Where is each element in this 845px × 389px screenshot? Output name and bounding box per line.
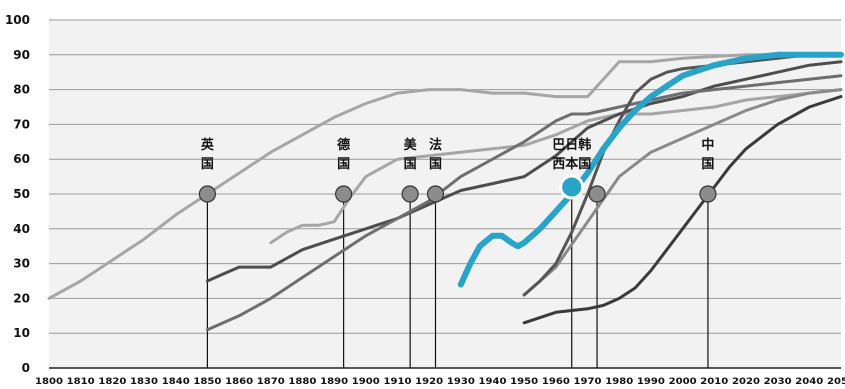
y-tick-label: 60 bbox=[13, 152, 30, 166]
x-tick-label: 1940 bbox=[479, 377, 507, 387]
marker-dot bbox=[588, 185, 606, 203]
x-tick-label: 1980 bbox=[605, 377, 633, 387]
y-tick-label: 30 bbox=[13, 257, 30, 271]
marker-dot bbox=[699, 185, 717, 203]
x-tick-label: 2030 bbox=[764, 377, 792, 387]
marker-label: 国 bbox=[201, 157, 214, 172]
x-tick-label: 1860 bbox=[225, 377, 253, 387]
x-tick-label: 1990 bbox=[637, 377, 665, 387]
marker-dot bbox=[198, 185, 216, 203]
marker-dot bbox=[335, 185, 353, 203]
x-tick-label: 1880 bbox=[288, 377, 316, 387]
x-tick-label: 1850 bbox=[193, 377, 221, 387]
series-line-4 bbox=[205, 74, 843, 332]
x-tick-label: 2050 bbox=[827, 377, 845, 387]
x-tick-label: 1950 bbox=[510, 377, 538, 387]
x-tick-label: 2040 bbox=[795, 377, 823, 387]
x-tick-label: 1820 bbox=[98, 377, 126, 387]
y-tick-label: 10 bbox=[13, 326, 30, 340]
y-tick-label: 100 bbox=[5, 13, 30, 27]
series-line-6 bbox=[522, 53, 843, 297]
x-tick-label: 1830 bbox=[130, 377, 158, 387]
x-tick-label: 2020 bbox=[732, 377, 760, 387]
y-tick-label: 40 bbox=[13, 222, 30, 236]
x-tick-label: 1870 bbox=[257, 377, 285, 387]
y-tick-label: 20 bbox=[13, 291, 30, 305]
x-tick-label: 1930 bbox=[447, 377, 475, 387]
y-tick-label: 50 bbox=[13, 187, 30, 201]
marker-label: 美 bbox=[404, 137, 418, 153]
marker-label: 中 bbox=[701, 137, 714, 153]
marker-label: 国 bbox=[404, 157, 417, 172]
x-tick-label: 1840 bbox=[162, 377, 190, 387]
marker-label: 德 bbox=[337, 137, 350, 153]
marker-dot bbox=[559, 174, 585, 200]
series-line-8 bbox=[457, 51, 844, 288]
marker-label: 国 bbox=[337, 157, 350, 172]
marker-label: 巴日韩 bbox=[552, 137, 591, 153]
series-line-2 bbox=[269, 88, 843, 245]
x-tick-label: 1960 bbox=[542, 377, 570, 387]
x-tick-label: 1800 bbox=[35, 377, 63, 387]
x-tick-label: 1970 bbox=[574, 377, 602, 387]
y-tick-label: 80 bbox=[13, 83, 30, 97]
series-line-7 bbox=[522, 95, 843, 325]
y-tick-label: 0 bbox=[22, 361, 30, 375]
x-tick-label: 1910 bbox=[383, 377, 411, 387]
marker-dot bbox=[401, 185, 419, 203]
marker-label: 法 bbox=[429, 137, 442, 153]
x-tick-label: 1810 bbox=[67, 377, 95, 387]
marker-label: 国 bbox=[429, 157, 442, 172]
marker-label: 英 bbox=[200, 137, 215, 153]
x-tick-label: 2000 bbox=[669, 377, 697, 387]
y-tick-label: 70 bbox=[13, 117, 30, 131]
x-tick-label: 1890 bbox=[320, 377, 348, 387]
x-tick-label: 1900 bbox=[352, 377, 380, 387]
marker-label: 西本国 bbox=[552, 156, 591, 172]
x-tick-label: 1920 bbox=[415, 377, 443, 387]
series-line-1 bbox=[47, 53, 843, 300]
marker-dot bbox=[426, 185, 445, 203]
x-tick-label: 2010 bbox=[700, 377, 728, 387]
series-line-3 bbox=[205, 60, 843, 283]
marker-label: 国 bbox=[701, 157, 714, 172]
series-line-5 bbox=[522, 88, 843, 297]
y-tick-label: 90 bbox=[13, 48, 30, 62]
